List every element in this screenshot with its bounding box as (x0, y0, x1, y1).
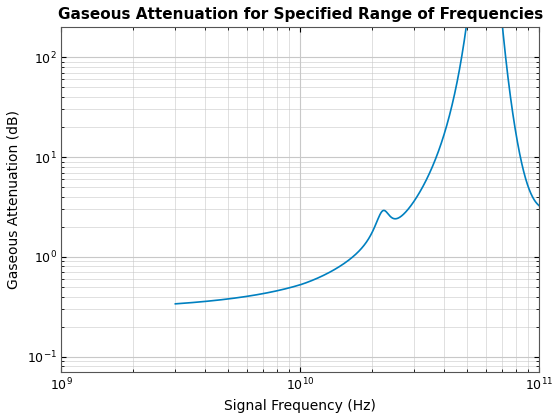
X-axis label: Signal Frequency (Hz): Signal Frequency (Hz) (224, 399, 376, 413)
Y-axis label: Gaseous Attenuation (dB): Gaseous Attenuation (dB) (7, 110, 21, 289)
Title: Gaseous Attenuation for Specified Range of Frequencies: Gaseous Attenuation for Specified Range … (58, 7, 543, 22)
